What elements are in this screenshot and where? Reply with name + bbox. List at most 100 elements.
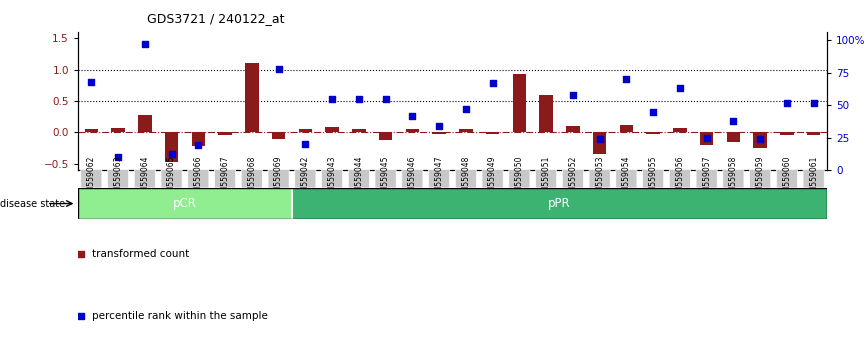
FancyBboxPatch shape bbox=[188, 170, 209, 188]
Text: GSM559065: GSM559065 bbox=[167, 155, 176, 202]
Point bbox=[807, 100, 821, 105]
FancyBboxPatch shape bbox=[643, 170, 663, 188]
Point bbox=[74, 313, 88, 319]
Point bbox=[592, 136, 606, 142]
Bar bbox=[459, 129, 473, 132]
Text: GSM559047: GSM559047 bbox=[435, 155, 443, 202]
Point bbox=[673, 86, 687, 91]
Text: GSM559051: GSM559051 bbox=[541, 155, 551, 202]
FancyBboxPatch shape bbox=[429, 170, 449, 188]
Point bbox=[138, 41, 152, 47]
Point bbox=[780, 100, 794, 105]
Bar bbox=[292, 188, 827, 219]
Text: GSM559058: GSM559058 bbox=[729, 155, 738, 202]
Point bbox=[84, 79, 98, 85]
Text: GSM559045: GSM559045 bbox=[381, 155, 390, 202]
Bar bbox=[379, 132, 392, 140]
Text: GSM559050: GSM559050 bbox=[515, 155, 524, 202]
FancyBboxPatch shape bbox=[294, 170, 316, 188]
FancyBboxPatch shape bbox=[81, 170, 102, 188]
FancyBboxPatch shape bbox=[456, 170, 476, 188]
Point bbox=[74, 251, 88, 257]
Text: GSM559042: GSM559042 bbox=[301, 155, 310, 202]
Text: GSM559057: GSM559057 bbox=[702, 155, 711, 202]
Text: GSM559056: GSM559056 bbox=[675, 155, 684, 202]
Text: GSM559060: GSM559060 bbox=[782, 155, 792, 202]
Point bbox=[566, 92, 580, 98]
Bar bbox=[753, 132, 766, 148]
FancyBboxPatch shape bbox=[696, 170, 717, 188]
FancyBboxPatch shape bbox=[750, 170, 771, 188]
Point bbox=[378, 96, 392, 102]
Text: GSM559046: GSM559046 bbox=[408, 155, 417, 202]
Text: GSM559044: GSM559044 bbox=[354, 155, 364, 202]
Point bbox=[432, 123, 446, 129]
Text: GSM559066: GSM559066 bbox=[194, 155, 203, 202]
Bar bbox=[486, 132, 500, 133]
Text: GSM559043: GSM559043 bbox=[327, 155, 337, 202]
Bar bbox=[218, 132, 232, 135]
Bar bbox=[566, 126, 579, 132]
Bar bbox=[112, 128, 125, 132]
Text: pCR: pCR bbox=[173, 197, 197, 210]
Bar bbox=[245, 63, 259, 132]
Point bbox=[727, 118, 740, 124]
FancyBboxPatch shape bbox=[268, 170, 289, 188]
Point bbox=[619, 76, 633, 82]
FancyBboxPatch shape bbox=[803, 170, 824, 188]
Bar bbox=[780, 132, 793, 135]
Bar bbox=[352, 129, 365, 132]
FancyBboxPatch shape bbox=[402, 170, 423, 188]
Bar bbox=[139, 115, 152, 132]
Text: transformed count: transformed count bbox=[92, 249, 189, 259]
Point bbox=[646, 109, 660, 114]
Point bbox=[486, 80, 500, 86]
Point bbox=[540, 3, 553, 8]
Point bbox=[325, 96, 339, 102]
Point bbox=[459, 106, 473, 112]
Text: GDS3721 / 240122_at: GDS3721 / 240122_at bbox=[147, 12, 285, 25]
Text: GSM559064: GSM559064 bbox=[140, 155, 149, 202]
Bar bbox=[78, 188, 292, 219]
Point bbox=[111, 154, 125, 160]
Bar bbox=[593, 132, 606, 154]
Bar bbox=[272, 132, 285, 138]
FancyBboxPatch shape bbox=[589, 170, 611, 188]
Bar bbox=[165, 132, 178, 162]
FancyBboxPatch shape bbox=[321, 170, 343, 188]
FancyBboxPatch shape bbox=[509, 170, 530, 188]
Text: percentile rank within the sample: percentile rank within the sample bbox=[92, 311, 268, 321]
Point bbox=[352, 96, 365, 102]
Point bbox=[299, 141, 313, 147]
Bar bbox=[673, 128, 687, 132]
Text: GSM559061: GSM559061 bbox=[809, 155, 818, 202]
Bar bbox=[405, 129, 419, 132]
Point bbox=[272, 66, 286, 72]
Text: pPR: pPR bbox=[548, 197, 571, 210]
Text: GSM559048: GSM559048 bbox=[462, 155, 470, 202]
Bar bbox=[326, 127, 339, 132]
FancyBboxPatch shape bbox=[562, 170, 584, 188]
FancyBboxPatch shape bbox=[348, 170, 370, 188]
Bar bbox=[646, 132, 660, 133]
Bar bbox=[620, 125, 633, 132]
FancyBboxPatch shape bbox=[242, 170, 262, 188]
FancyBboxPatch shape bbox=[616, 170, 637, 188]
Text: GSM559059: GSM559059 bbox=[756, 155, 765, 202]
Text: GSM559063: GSM559063 bbox=[113, 155, 123, 202]
Text: GSM559069: GSM559069 bbox=[275, 155, 283, 202]
Text: GSM559052: GSM559052 bbox=[568, 155, 578, 202]
Text: GSM559049: GSM559049 bbox=[488, 155, 497, 202]
Bar bbox=[700, 132, 714, 145]
Bar bbox=[85, 129, 98, 132]
Bar bbox=[807, 132, 820, 135]
Bar bbox=[513, 74, 526, 132]
FancyBboxPatch shape bbox=[107, 170, 129, 188]
Text: GSM559068: GSM559068 bbox=[248, 155, 256, 202]
FancyBboxPatch shape bbox=[161, 170, 182, 188]
Point bbox=[753, 136, 767, 142]
Text: disease state: disease state bbox=[0, 199, 65, 209]
FancyBboxPatch shape bbox=[776, 170, 798, 188]
Point bbox=[191, 143, 205, 148]
Text: GSM559067: GSM559067 bbox=[221, 155, 229, 202]
